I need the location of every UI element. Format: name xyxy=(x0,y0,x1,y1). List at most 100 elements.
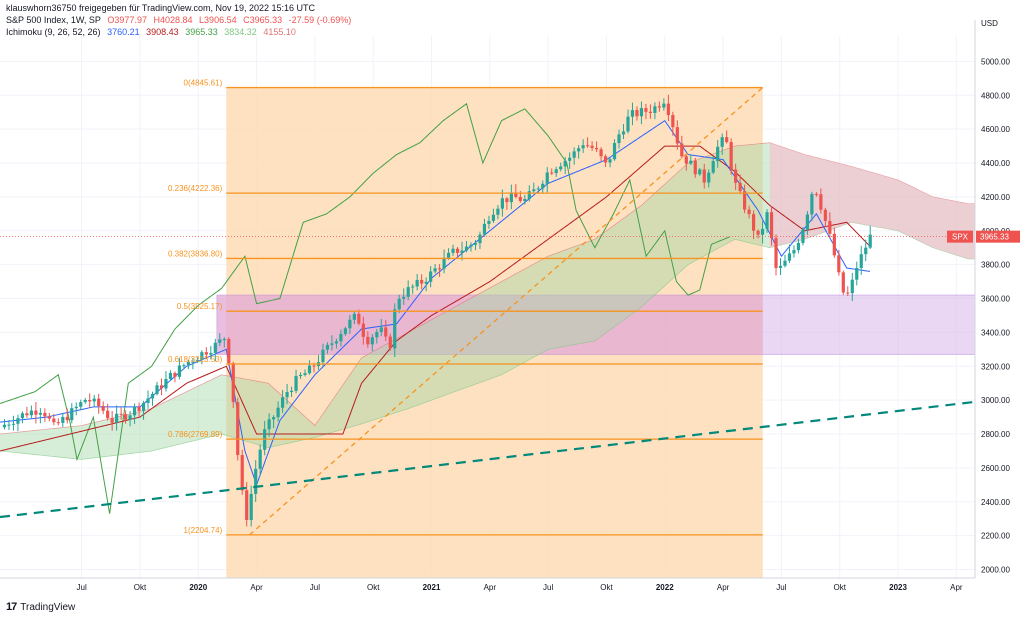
candle-up xyxy=(334,341,339,344)
candle-up xyxy=(850,279,854,294)
candle-down xyxy=(725,137,729,143)
candle-down xyxy=(236,402,240,456)
candle-down xyxy=(25,413,29,416)
candle-up xyxy=(792,250,796,254)
candle-up xyxy=(577,148,581,152)
x-tick-label: Okt xyxy=(833,583,846,592)
candle-up xyxy=(168,372,173,379)
candle-up xyxy=(433,268,437,272)
x-tick-label: 2022 xyxy=(656,583,674,592)
candle-down xyxy=(231,363,235,403)
candle-up xyxy=(720,137,724,147)
candle-up xyxy=(276,407,280,418)
candle-up xyxy=(527,191,531,199)
y-tick-label: 2000.00 xyxy=(981,566,1010,575)
candle-down xyxy=(747,209,751,215)
chikou-value: 3965.33 xyxy=(185,27,218,37)
candle-up xyxy=(294,376,298,391)
candle-up xyxy=(446,252,451,258)
indicator-legend[interactable]: Ichimoku (9, 26, 52, 26) 3760.21 3908.43… xyxy=(6,27,300,37)
candle-down xyxy=(599,149,603,157)
candle-up xyxy=(491,214,496,221)
candle-down xyxy=(88,399,92,402)
candle-up xyxy=(307,365,312,374)
candle-up xyxy=(79,402,83,407)
y-tick-label: 3000.00 xyxy=(981,396,1010,405)
candle-up xyxy=(393,309,397,349)
tenkan-sen-line xyxy=(0,119,871,487)
candle-up xyxy=(397,298,401,310)
candle-up xyxy=(783,260,787,266)
candle-down xyxy=(846,292,850,294)
candle-down xyxy=(743,191,747,210)
candle-up xyxy=(339,334,343,342)
candle-up xyxy=(545,172,549,184)
candle-up xyxy=(621,131,626,135)
candle-up xyxy=(796,242,801,251)
candle-down xyxy=(388,336,392,349)
candle-up xyxy=(115,413,119,423)
candle-up xyxy=(464,246,469,251)
last-price-tag-label: 3965.33 xyxy=(980,233,1009,242)
candle-up xyxy=(626,116,630,132)
candle-up xyxy=(778,265,783,268)
candle-down xyxy=(34,410,38,415)
tenkan-value: 3760.21 xyxy=(107,27,140,37)
candle-up xyxy=(415,279,419,287)
candle-up xyxy=(128,415,132,420)
candle-up xyxy=(370,337,374,345)
candle-up xyxy=(559,166,563,170)
candle-up xyxy=(469,244,473,247)
candle-up xyxy=(451,248,455,253)
symbol-legend[interactable]: S&P 500 Index, 1W, SP O3977.97 H4028.84 … xyxy=(6,15,355,25)
candle-down xyxy=(56,422,60,424)
tradingview-logo[interactable]: 17 TradingView xyxy=(6,601,75,613)
candle-up xyxy=(765,212,769,229)
ichimoku-cloud-bearish xyxy=(769,142,975,259)
candle-down xyxy=(702,169,706,183)
candle-up xyxy=(460,250,464,253)
candle-down xyxy=(819,194,823,210)
candle-up xyxy=(249,493,253,520)
candle-up xyxy=(787,253,792,261)
symbol-name: S&P 500 Index, 1W, SP xyxy=(6,15,101,25)
candle-up xyxy=(352,313,356,320)
x-tick-label: Jul xyxy=(776,583,786,592)
candle-up xyxy=(805,214,810,230)
candle-up xyxy=(509,192,513,203)
candle-up xyxy=(568,157,572,161)
candle-up xyxy=(7,424,11,426)
y-tick-label: 4400.00 xyxy=(981,159,1010,168)
candle-down xyxy=(505,198,509,203)
candle-up xyxy=(325,344,330,350)
candle-down xyxy=(644,108,648,112)
candle-up xyxy=(639,108,644,117)
candle-up xyxy=(29,410,33,416)
candle-up xyxy=(164,378,168,389)
candle-down xyxy=(684,156,688,164)
span-b-value: 4155.10 xyxy=(263,27,296,37)
candle-up xyxy=(11,423,16,425)
candle-up xyxy=(321,349,325,363)
candle-up xyxy=(554,169,558,174)
candle-down xyxy=(384,327,388,337)
x-tick-label: Apr xyxy=(484,583,497,592)
candle-up xyxy=(617,134,621,144)
candle-up xyxy=(195,359,199,362)
candle-down xyxy=(841,272,845,293)
tradingview-logo-icon: 17 xyxy=(6,601,17,613)
y-tick-label: 4600.00 xyxy=(981,125,1010,134)
candle-down xyxy=(837,255,841,273)
tradingview-logo-text: TradingView xyxy=(20,601,76,613)
candle-up xyxy=(182,365,186,367)
candle-up xyxy=(155,385,159,394)
candle-up xyxy=(859,254,863,268)
candle-down xyxy=(603,156,608,163)
candle-down xyxy=(738,182,742,192)
currency-label: USD xyxy=(981,19,998,28)
candle-down xyxy=(366,336,370,345)
candle-down xyxy=(590,145,594,148)
fib-level-label: 0.786(2769.89) xyxy=(168,430,223,439)
candle-up xyxy=(141,402,146,411)
